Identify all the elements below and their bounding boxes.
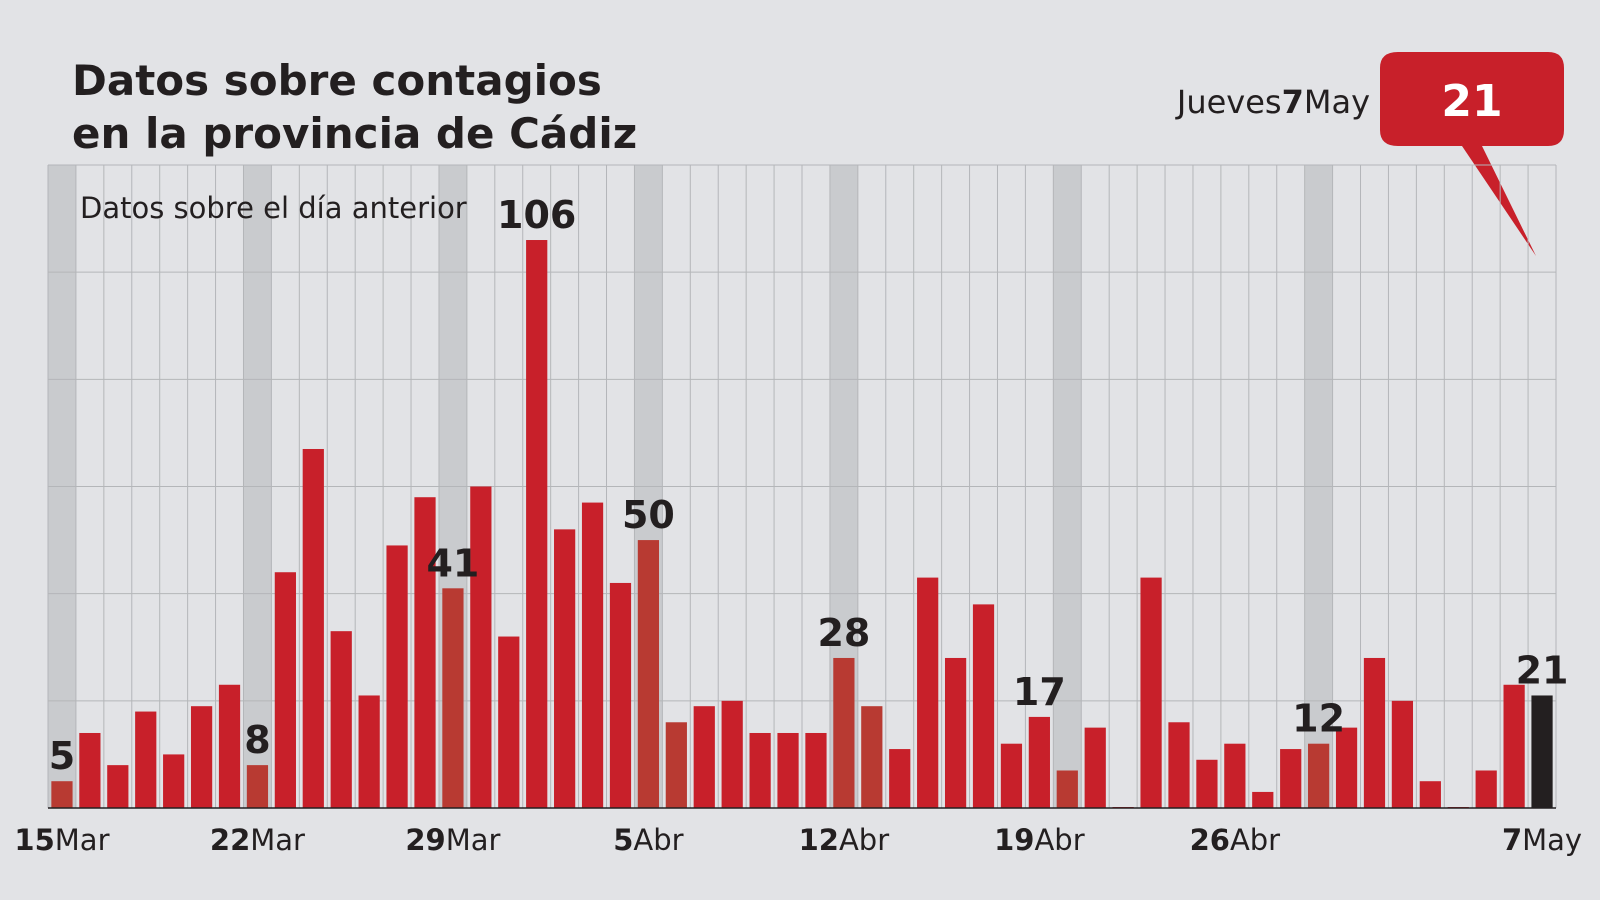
callout-value: 21 xyxy=(1441,76,1502,127)
data-label: 21 xyxy=(1516,648,1569,692)
bar xyxy=(1363,657,1386,808)
data-label: 8 xyxy=(244,718,270,762)
x-tick-label: 7May xyxy=(1502,823,1582,857)
bar xyxy=(944,657,967,808)
bar xyxy=(805,732,827,808)
bar xyxy=(1224,743,1246,808)
bar xyxy=(833,657,855,808)
x-tick-label: 26Abr xyxy=(1190,823,1281,857)
chart-title: Datos sobre contagios xyxy=(72,56,602,105)
x-tick-month: Abr xyxy=(1230,823,1280,857)
x-tick-label: 19Abr xyxy=(994,823,1085,857)
bar xyxy=(1056,770,1078,808)
bar xyxy=(581,502,604,808)
bar xyxy=(526,240,548,808)
bar xyxy=(665,722,687,808)
x-tick-label: 22Mar xyxy=(210,823,305,857)
plot xyxy=(47,164,1557,809)
x-tick-label: 12Abr xyxy=(799,823,890,857)
x-tick-month: Mar xyxy=(446,823,501,857)
data-label: 41 xyxy=(426,541,479,585)
x-tick-day: 29 xyxy=(405,823,445,857)
bar xyxy=(693,706,715,808)
bar xyxy=(135,711,157,808)
bar xyxy=(861,706,883,808)
bar xyxy=(1335,727,1358,808)
subtitle: Datos sobre el día anterior xyxy=(80,191,467,225)
x-tick-month: Mar xyxy=(250,823,305,857)
bar xyxy=(1475,770,1497,808)
bar xyxy=(107,765,129,808)
bar xyxy=(274,572,296,808)
bar xyxy=(749,732,771,808)
bar xyxy=(1531,695,1553,808)
bar xyxy=(1280,749,1302,808)
bar xyxy=(302,448,324,808)
bar xyxy=(889,749,911,808)
x-tick-month: Abr xyxy=(1034,823,1084,857)
x-tick-label: 29Mar xyxy=(405,823,500,857)
bar xyxy=(1140,577,1162,808)
bar xyxy=(414,497,436,808)
bar xyxy=(1028,716,1050,808)
data-label: 50 xyxy=(622,493,675,537)
data-label: 17 xyxy=(1013,670,1066,714)
bar xyxy=(554,529,576,808)
bar xyxy=(1503,684,1525,808)
bar xyxy=(609,582,632,808)
data-label: 5 xyxy=(49,734,75,778)
x-tick-day: 5 xyxy=(613,823,633,857)
callout-weekday: Jueves xyxy=(1175,83,1282,121)
data-label: 28 xyxy=(817,611,870,655)
x-tick-month: Abr xyxy=(839,823,889,857)
callout-day: 7 xyxy=(1282,83,1304,121)
data-label: 106 xyxy=(497,193,576,237)
bar xyxy=(1168,722,1190,808)
x-tick-month: Abr xyxy=(633,823,683,857)
data-label: 12 xyxy=(1292,697,1345,741)
x-tick-day: 19 xyxy=(994,823,1034,857)
x-tick-day: 22 xyxy=(210,823,250,857)
bar xyxy=(358,695,380,808)
bar xyxy=(470,486,492,808)
bar xyxy=(1196,759,1218,808)
x-tick-month: May xyxy=(1522,823,1582,857)
bar xyxy=(721,700,743,808)
x-tick-day: 12 xyxy=(799,823,839,857)
bar xyxy=(218,684,241,808)
bar xyxy=(190,706,213,808)
bar xyxy=(1084,727,1106,808)
x-tick-day: 7 xyxy=(1502,823,1522,857)
bar xyxy=(51,781,73,808)
bar xyxy=(972,604,995,808)
bar xyxy=(246,765,269,808)
bar xyxy=(442,588,464,808)
callout-bubble xyxy=(1380,52,1564,256)
bar xyxy=(498,636,520,808)
x-tick-day: 26 xyxy=(1190,823,1230,857)
bar xyxy=(1419,781,1441,808)
bar xyxy=(79,732,101,808)
x-tick-month: Mar xyxy=(55,823,110,857)
bar xyxy=(163,754,185,808)
bar xyxy=(1000,743,1023,808)
bar xyxy=(330,631,352,808)
bar xyxy=(777,732,799,808)
bar xyxy=(386,545,408,808)
bar xyxy=(917,577,939,808)
callout-date: Jueves7May xyxy=(1175,83,1370,121)
x-tick-label: 15Mar xyxy=(14,823,109,857)
x-tick-label: 5Abr xyxy=(613,823,683,857)
bar xyxy=(1391,700,1414,808)
x-tick-day: 15 xyxy=(14,823,54,857)
bar xyxy=(1308,743,1330,808)
chart-title: en la provincia de Cádiz xyxy=(72,109,637,158)
bar xyxy=(1252,791,1274,808)
callout-month: May xyxy=(1304,83,1370,121)
bar xyxy=(637,540,660,808)
